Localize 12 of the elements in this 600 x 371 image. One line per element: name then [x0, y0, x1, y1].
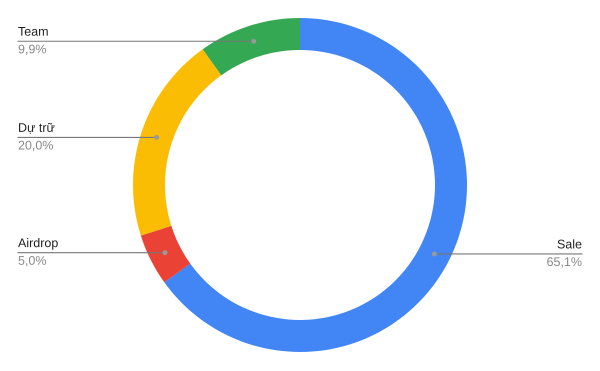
- donut-slice: [164, 18, 467, 352]
- data-label: 9,9%: [18, 44, 46, 55]
- slice-label: Airdrop: [18, 238, 58, 250]
- slice-label: Dự trữ: [19, 122, 54, 134]
- data-label: 20,0%: [18, 140, 53, 152]
- slice-label: Team: [18, 27, 48, 36]
- donut-slice: [140, 226, 190, 282]
- slice-label: Sale: [558, 239, 582, 249]
- donut-slice: [133, 49, 222, 236]
- data-label: 5,0%: [18, 256, 46, 266]
- data-label: 65,1%: [547, 257, 582, 268]
- donut-slice: [202, 18, 300, 76]
